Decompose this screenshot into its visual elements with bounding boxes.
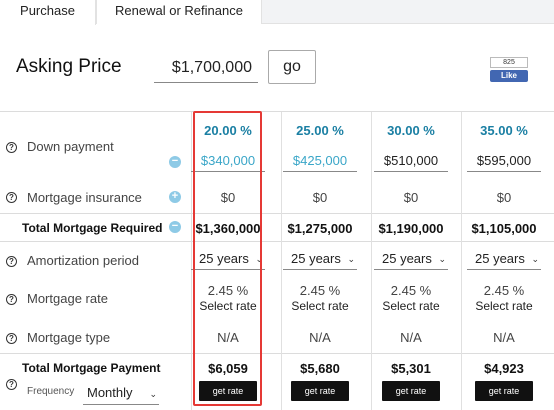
asking-price-input[interactable] [154,53,258,83]
mortgage-type-value: N/A [400,330,422,345]
facebook-like-button[interactable]: Like [490,70,528,82]
mortgage-rate-value: 2.45 % [390,283,432,298]
mortgage-type-value: N/A [493,330,515,345]
divider [0,353,554,354]
get-rate-button[interactable]: get rate [382,381,440,401]
tab-purchase[interactable]: Purchase [0,0,96,25]
tab-bar: Purchase Renewal or Refinance [0,0,554,25]
chevron-down-icon: ⌄ [347,254,355,264]
column-divider [281,112,282,410]
mortgage-insurance-label: Mortgage insurance [27,190,142,205]
down-payment-amount-input[interactable]: $340,000 [191,150,265,172]
mortgage-insurance-value: $0 [220,190,236,205]
down-payment-amount-input[interactable]: $595,000 [467,150,541,172]
total-mortgage-required-label: Total Mortgage Required [22,221,163,235]
get-rate-button[interactable]: get rate [475,381,533,401]
amortization-period-label: Amortization period [27,253,139,268]
go-button[interactable]: go [268,50,316,84]
total-payment-value: $6,059 [208,361,248,376]
mortgage-insurance-value: $0 [312,190,328,205]
chevron-down-icon: ⌄ [255,254,263,264]
help-icon[interactable]: ? [6,333,17,344]
get-rate-button[interactable]: get rate [199,381,257,401]
mortgage-rate-value: 2.45 % [299,283,341,298]
select-rate-link[interactable]: Select rate [291,299,349,313]
total-payment-value: $5,301 [391,361,431,376]
plus-circle-icon[interactable]: + [169,191,181,203]
help-icon[interactable]: ? [6,142,17,153]
like-count: 825 [490,57,528,68]
amortization-value: 25 years [291,251,341,266]
down-payment-percent[interactable]: 30.00 % [387,123,435,138]
mortgage-rate-value: 2.45 % [207,283,249,298]
total-payment-value: $5,680 [300,361,340,376]
asking-price-label: Asking Price [16,56,122,77]
chevron-down-icon: ⌄ [531,254,539,264]
get-rate-button[interactable]: get rate [291,381,349,401]
chevron-down-icon: ⌄ [438,254,446,264]
total-mortgage-required-value: $1,360,000 [195,221,261,236]
mortgage-type-value: N/A [217,330,239,345]
frequency-select[interactable]: Monthly ⌄ [83,381,159,405]
help-icon[interactable]: ? [6,294,17,305]
tab-renewal-refinance[interactable]: Renewal or Refinance [96,0,262,24]
amortization-value: 25 years [382,251,432,266]
down-payment-percent[interactable]: 20.00 % [204,123,252,138]
divider [0,213,554,214]
down-payment-amount-input[interactable]: $510,000 [374,150,448,172]
facebook-like-widget[interactable]: 825 Like [490,57,530,83]
frequency-value: Monthly [87,385,133,400]
amortization-value: 25 years [199,251,249,266]
down-payment-amount-input[interactable]: $425,000 [283,150,357,172]
minus-circle-icon[interactable]: − [169,156,181,168]
select-rate-link[interactable]: Select rate [382,299,440,313]
select-rate-link[interactable]: Select rate [199,299,257,313]
select-rate-link[interactable]: Select rate [475,299,533,313]
divider [0,111,554,112]
total-mortgage-required-value: $1,190,000 [378,221,444,236]
amortization-select[interactable]: 25 years ⌄ [374,248,448,270]
amortization-select[interactable]: 25 years ⌄ [283,248,357,270]
down-payment-label: Down payment [27,139,114,154]
amortization-value: 25 years [475,251,525,266]
divider [0,241,554,242]
total-mortgage-required-value: $1,105,000 [471,221,537,236]
help-icon[interactable]: ? [6,379,17,390]
mortgage-insurance-value: $0 [403,190,419,205]
mortgage-rate-value: 2.45 % [483,283,525,298]
frequency-label: Frequency [27,386,75,397]
total-payment-value: $4,923 [484,361,524,376]
minus-circle-icon[interactable]: − [169,221,181,233]
column-divider [461,112,462,410]
mortgage-type-value: N/A [309,330,331,345]
down-payment-percent[interactable]: 25.00 % [296,123,344,138]
help-icon[interactable]: ? [6,192,17,203]
total-mortgage-required-value: $1,275,000 [287,221,353,236]
amortization-select[interactable]: 25 years ⌄ [467,248,541,270]
mortgage-type-label: Mortgage type [27,330,111,345]
column-divider [371,112,372,410]
down-payment-percent[interactable]: 35.00 % [480,123,528,138]
mortgage-rate-label: Mortgage rate [27,291,108,306]
help-icon[interactable]: ? [6,256,17,267]
mortgage-insurance-value: $0 [496,190,512,205]
chevron-down-icon: ⌄ [149,389,157,399]
column-divider [191,112,192,410]
total-mortgage-payment-label: Total Mortgage Payment [22,361,161,375]
amortization-select[interactable]: 25 years ⌄ [191,248,265,270]
